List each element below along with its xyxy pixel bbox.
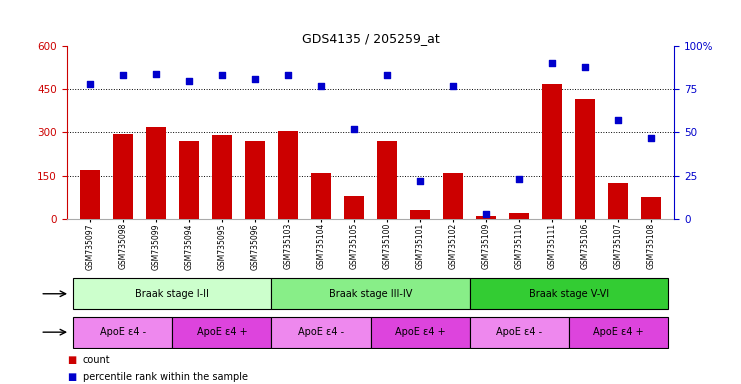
Point	[612, 118, 624, 124]
Point	[579, 64, 591, 70]
Bar	[476, 216, 496, 219]
Text: ApoE ε4 +: ApoE ε4 +	[196, 327, 247, 337]
Point	[249, 76, 261, 82]
Text: Braak stage V-VI: Braak stage V-VI	[528, 289, 608, 299]
Bar	[344, 196, 364, 219]
Bar	[568, 316, 668, 348]
Bar	[245, 141, 265, 219]
Point	[315, 83, 327, 89]
Point	[447, 83, 459, 89]
Point	[645, 135, 657, 141]
Bar	[146, 127, 166, 219]
Point	[546, 60, 558, 66]
Text: ApoE ε4 -: ApoE ε4 -	[100, 327, 146, 337]
Bar	[73, 278, 271, 310]
Point	[348, 126, 360, 132]
Bar	[179, 141, 199, 219]
Point	[117, 73, 129, 79]
Bar	[470, 316, 568, 348]
Bar	[173, 316, 271, 348]
Point	[514, 176, 525, 182]
Bar	[641, 197, 661, 219]
Point	[150, 71, 162, 77]
Text: ApoE ε4 -: ApoE ε4 -	[298, 327, 344, 337]
Point	[84, 81, 96, 87]
Bar	[410, 210, 430, 219]
Text: Braak stage I-II: Braak stage I-II	[136, 289, 209, 299]
Bar	[271, 316, 370, 348]
Bar	[113, 134, 133, 219]
Point	[216, 73, 227, 79]
Point	[480, 210, 492, 217]
Bar	[311, 174, 331, 219]
Text: ApoE ε4 +: ApoE ε4 +	[395, 327, 445, 337]
Point	[381, 73, 393, 79]
Bar	[575, 99, 595, 219]
Text: count: count	[83, 355, 110, 365]
Bar	[80, 170, 100, 219]
Bar	[212, 136, 232, 219]
Bar	[370, 316, 470, 348]
Text: ■: ■	[67, 372, 76, 382]
Bar	[470, 278, 668, 310]
Text: percentile rank within the sample: percentile rank within the sample	[83, 372, 248, 382]
Bar	[377, 141, 397, 219]
Bar	[443, 173, 463, 219]
Text: ApoE ε4 +: ApoE ε4 +	[593, 327, 643, 337]
Bar	[509, 213, 529, 219]
Bar	[73, 316, 173, 348]
Bar	[278, 131, 298, 219]
Bar	[542, 84, 562, 219]
Point	[183, 78, 195, 84]
Point	[282, 73, 294, 79]
Text: ApoE ε4 -: ApoE ε4 -	[496, 327, 542, 337]
Bar	[271, 278, 470, 310]
Bar	[608, 183, 628, 219]
Point	[414, 178, 426, 184]
Title: GDS4135 / 205259_at: GDS4135 / 205259_at	[302, 32, 439, 45]
Text: ■: ■	[67, 355, 76, 365]
Text: Braak stage III-IV: Braak stage III-IV	[329, 289, 412, 299]
